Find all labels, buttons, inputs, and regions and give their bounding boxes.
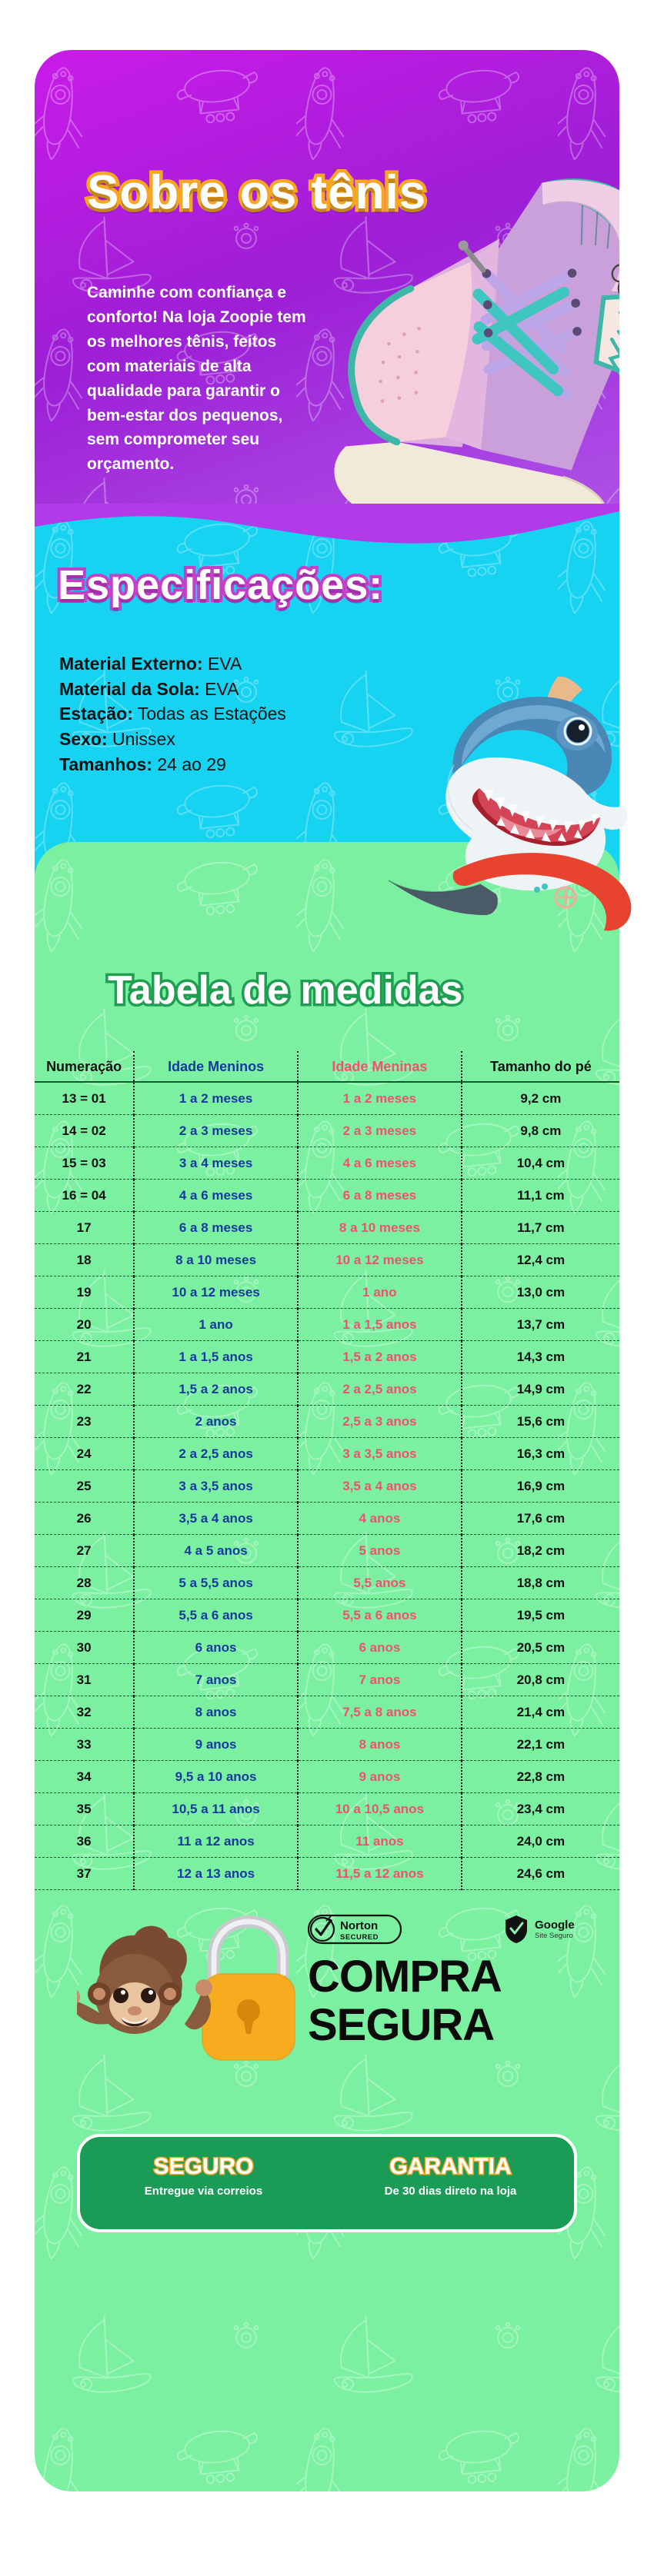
- svg-text:Site Seguro: Site Seguro: [535, 1932, 573, 1940]
- svg-text:Norton: Norton: [340, 1919, 378, 1932]
- svg-text:Google: Google: [535, 1919, 575, 1932]
- svg-text:SECURED: SECURED: [340, 1933, 379, 1942]
